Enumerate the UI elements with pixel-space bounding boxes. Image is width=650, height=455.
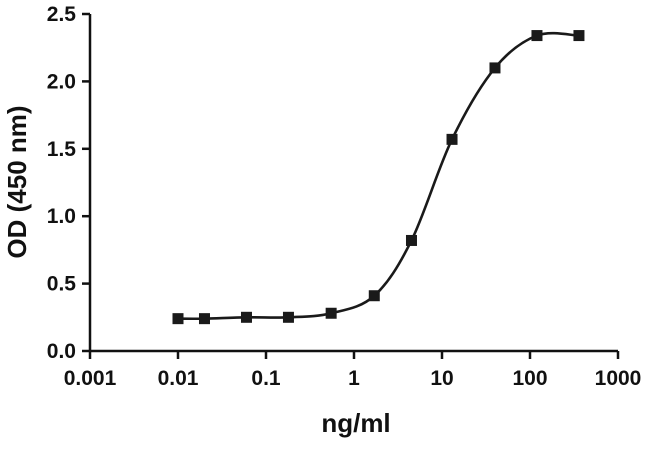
data-point-marker [405,234,417,246]
fitted-sigmoid-curve [176,31,581,321]
x-tick-label: 1 [348,367,360,390]
x-tick-label: 1000 [595,367,642,390]
data-point-marker [446,133,458,145]
x-tick-label: 100 [512,367,547,390]
x-tick-label: 0.001 [64,367,117,390]
x-tick-label: 10 [430,367,453,390]
y-tick-label: 0.0 [47,340,76,363]
data-point-marker [240,311,252,323]
data-point-marker [282,311,294,323]
plot-layer: 0.001 0.01 0.1 1 10 100 1000 0.0 0.5 1.0 1.5 2.0 2.5 [47,3,642,390]
data-point-marker [368,290,380,302]
data-point-marker [489,62,501,74]
data-point-marker [198,313,210,325]
y-tick-label: 2.5 [47,3,77,26]
data-point-marker [573,30,585,42]
data-point-marker [531,30,543,42]
x-axis-title: ng/ml [321,408,390,438]
data-point-marker [172,313,184,325]
y-tick-label: 1.5 [47,138,77,161]
y-axis-title: OD (450 nm) [2,105,32,258]
x-tick-label: 0.1 [251,367,281,390]
x-tick-label: 0.01 [158,367,199,390]
y-tick-label: 2.0 [47,70,76,93]
data-point-marker [325,307,337,319]
y-tick-label: 0.5 [47,273,77,296]
y-tick-label: 1.0 [47,205,76,228]
